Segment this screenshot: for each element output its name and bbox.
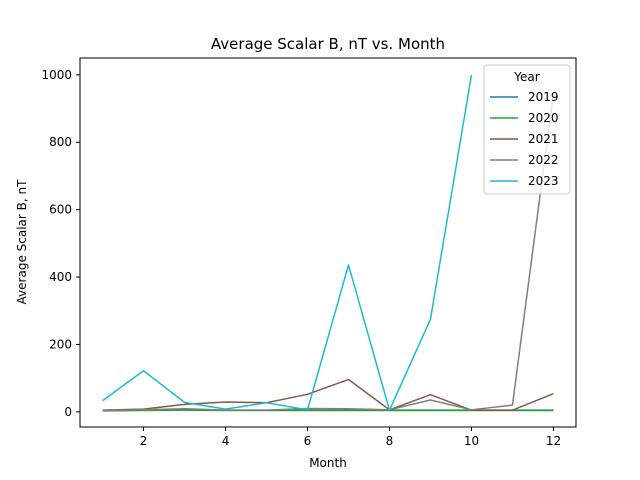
- x-tick-label: 4: [222, 434, 230, 448]
- x-axis: 2 4 6 8 10 12: [140, 427, 561, 448]
- y-tick-label: 800: [49, 135, 72, 149]
- legend-entry: 2020: [528, 111, 559, 125]
- series-line-2023: [102, 74, 473, 411]
- legend-entry: 2022: [528, 153, 559, 167]
- y-tick-label: 400: [49, 270, 72, 284]
- y-tick-label: 200: [49, 337, 72, 351]
- chart-title: Average Scalar B, nT vs. Month: [211, 35, 445, 53]
- legend-title: Year: [513, 70, 539, 84]
- plot-frame: [79, 57, 577, 428]
- legend-entry: 2023: [528, 174, 559, 188]
- y-tick-label: 0: [64, 405, 72, 419]
- x-tick-label: 6: [304, 434, 312, 448]
- x-tick-label: 2: [140, 434, 148, 448]
- x-tick-label: 8: [386, 434, 394, 448]
- series-line-2021: [102, 378, 554, 411]
- plot-lines: [102, 74, 555, 412]
- x-tick-label: 12: [546, 434, 561, 448]
- series-line-2022: [102, 93, 555, 412]
- y-axis-label: Average Scalar B, nT: [15, 179, 29, 305]
- legend: Year 2019 2020 2021 2022 2023: [483, 64, 571, 195]
- legend-entry: 2021: [528, 132, 559, 146]
- legend-entry: 2019: [528, 90, 559, 104]
- x-axis-label: Month: [309, 456, 347, 470]
- y-axis: 0 200 400 600 800 1000: [41, 68, 80, 419]
- x-tick-label: 10: [464, 434, 479, 448]
- y-tick-label: 600: [49, 203, 72, 217]
- y-tick-label: 1000: [41, 68, 72, 82]
